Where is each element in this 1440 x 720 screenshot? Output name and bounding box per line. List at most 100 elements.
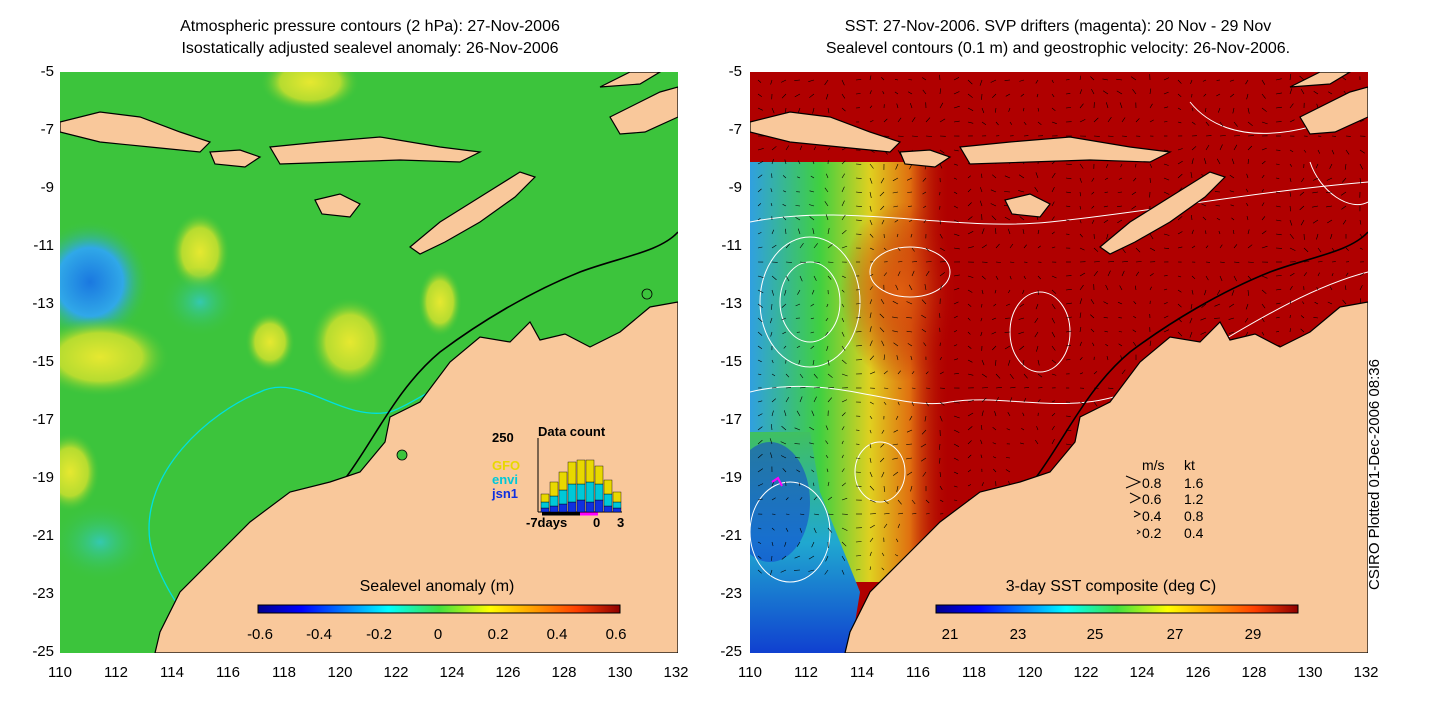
sst-tick-1: 23 [1010, 626, 1027, 643]
velocity-arrow [883, 247, 887, 251]
velocity-arrow [810, 175, 815, 179]
velocity-arrow [894, 219, 899, 223]
velocity-arrow [757, 93, 762, 98]
left-xtick: 128 [551, 664, 577, 681]
velocity-arrow [809, 190, 815, 193]
velocity-arrow [812, 107, 815, 114]
australia-land [154, 301, 678, 653]
velocity-arrow [1233, 121, 1238, 127]
velocity-arrow [785, 145, 790, 151]
velocity-arrow [869, 191, 872, 198]
velocity-arrow [967, 484, 972, 487]
velocity-arrow [939, 371, 944, 375]
right-ytick: -21 [720, 527, 742, 544]
velocity-arrow [1035, 79, 1039, 84]
velocity-arrow [811, 469, 815, 473]
velocity-arrow [1316, 103, 1319, 109]
velocity-arrow [757, 246, 763, 249]
velocity-arrow [869, 443, 872, 449]
velocity-arrow [1191, 121, 1196, 125]
velocity-arrow [939, 485, 943, 490]
velocity-arrow [1342, 299, 1347, 305]
velocity-arrow [967, 246, 974, 249]
velocity-arrow [1065, 93, 1071, 95]
velocity-arrow [992, 174, 997, 179]
velocity-arrow [1121, 261, 1128, 263]
velocity-arrow [1149, 88, 1152, 95]
velocity-arrow [1275, 177, 1280, 179]
velocity-arrow [910, 355, 913, 361]
velocity-arrow [1275, 163, 1280, 165]
velocity-arrow [1317, 272, 1320, 277]
velocity-arrow [1327, 301, 1333, 305]
velocity-arrow [1007, 228, 1011, 235]
velocity-arrow [1200, 331, 1207, 335]
velocity-arrow [897, 149, 901, 156]
velocity-arrow [1149, 163, 1153, 168]
velocity-arrow [967, 188, 972, 193]
velocity-arrow [781, 79, 787, 83]
velocity-arrow [757, 373, 762, 375]
velocity-arrow [1232, 107, 1235, 114]
velocity-arrow [953, 499, 958, 501]
velocity-arrow [883, 272, 887, 277]
velocity-arrow [827, 261, 834, 263]
velocity-arrow [757, 317, 763, 323]
velocity-arrow [869, 247, 874, 250]
left-ytick: -17 [32, 411, 54, 428]
legend-ms: 0.8 [1142, 475, 1162, 491]
velocity-arrow [869, 299, 873, 305]
velocity-arrow [1232, 229, 1235, 235]
velocity-arrow [784, 159, 787, 165]
velocity-arrow [781, 303, 787, 308]
velocity-arrow [1104, 330, 1109, 333]
velocity-arrow [825, 93, 829, 100]
velocity-arrow [1219, 261, 1225, 263]
velocity-arrow [883, 387, 889, 389]
inset-bar-segment [585, 459, 595, 483]
velocity-arrow [782, 175, 787, 179]
velocity-arrow [1326, 191, 1333, 193]
velocity-arrow [827, 244, 833, 249]
velocity-arrow [1204, 289, 1207, 296]
velocity-legend: m/s kt 0.8 1.6 0.6 1.2 0.4 0.8 0.2 0.4 [1125, 457, 1204, 541]
velocity-arrow [1149, 273, 1154, 277]
velocity-arrow [1275, 275, 1282, 277]
velocity-arrow [882, 91, 885, 95]
velocity-arrow [795, 205, 801, 207]
velocity-arrow [883, 401, 887, 405]
velocity-arrow [1230, 204, 1235, 207]
velocity-arrow [1079, 326, 1082, 333]
velocity-arrow [995, 261, 1001, 263]
velocity-arrow [794, 93, 801, 98]
velocity-arrow [1022, 412, 1025, 417]
velocity-arrow [906, 457, 913, 460]
velocity-arrow [869, 457, 872, 463]
sla-colorbar: Sealevel anomaly (m) -0.6 -0.4 -0.2 0 0.… [247, 578, 626, 643]
velocity-arrow [825, 440, 829, 445]
sla-low-anomaly [60, 220, 150, 344]
velocity-arrow [1299, 75, 1305, 81]
velocity-arrow [981, 387, 989, 389]
velocity-arrow [1118, 343, 1123, 347]
velocity-arrow [841, 527, 848, 531]
velocity-arrow [869, 286, 873, 291]
right-ytick: -9 [728, 179, 742, 196]
left-xtick: 122 [383, 664, 409, 681]
left-xtick: 124 [439, 664, 465, 681]
legend-ms: 0.4 [1142, 508, 1162, 524]
velocity-arrow [799, 513, 805, 515]
velocity-arrow [1004, 345, 1011, 350]
velocity-arrow [855, 303, 861, 305]
velocity-arrow [1190, 79, 1193, 85]
velocity-arrow [794, 427, 801, 431]
velocity-arrow [808, 79, 815, 82]
inset-bar-segment [558, 489, 568, 505]
velocity-arrow [1247, 289, 1249, 296]
velocity-arrow [813, 243, 818, 249]
velocity-arrow [981, 107, 985, 114]
velocity-arrow [757, 331, 763, 336]
velocity-arrow [1247, 145, 1253, 151]
velocity-arrow [1289, 177, 1292, 182]
velocity-arrow [1149, 103, 1153, 109]
